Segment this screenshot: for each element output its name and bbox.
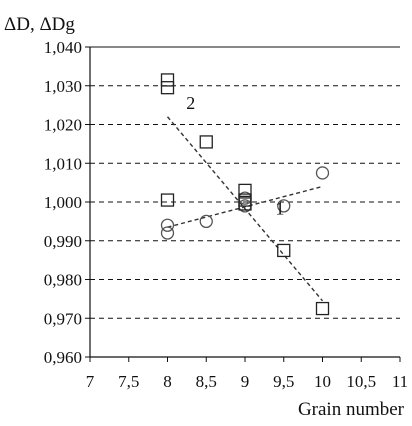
x-tick-label: 10: [314, 372, 331, 391]
y-axis-title: ΔD, ΔDg: [4, 14, 75, 35]
y-tick-label: 0,980: [44, 271, 82, 290]
y-tick-label: 1,000: [44, 193, 82, 212]
data-point-square: [315, 301, 330, 316]
data-point-circle: [277, 199, 291, 213]
y-tick-label: 1,020: [44, 116, 82, 135]
y-tick-label: 1,010: [44, 154, 82, 173]
data-point-square: [160, 81, 175, 95]
x-tick-label: 9,5: [273, 372, 294, 391]
data-point-circle: [160, 218, 175, 232]
data-points: [160, 73, 330, 316]
x-tick-label: 9: [241, 372, 250, 391]
x-tick-label: 7,5: [118, 372, 139, 391]
x-axis-title: Grain number: [298, 399, 405, 420]
data-point-square: [238, 183, 252, 198]
trendlines: [166, 116, 324, 302]
data-point-circle: [315, 166, 330, 180]
x-tick-label: 8: [163, 372, 172, 391]
data-point-square: [277, 243, 291, 258]
y-tick-label: 1,030: [44, 77, 82, 96]
series-labels: 12: [186, 93, 284, 219]
series-label-2: 2: [186, 93, 195, 113]
data-point-square: [199, 135, 213, 149]
data-point-circle: [160, 226, 175, 240]
data-point-square: [160, 193, 175, 207]
data-point-square: [160, 73, 175, 87]
trendline-series-1: [167, 185, 323, 228]
data-point-circle: [199, 214, 213, 229]
y-tick-label: 0,960: [44, 348, 82, 367]
trendline-series-2: [166, 116, 324, 302]
gridlines: [90, 85, 400, 319]
series-label-1: 1: [275, 198, 284, 218]
y-tick-label: 1,040: [44, 38, 82, 57]
axes: 0,960 0,970 0,980 0,990 1,000 1,010 1,020 1,030…: [44, 38, 408, 391]
x-tick-label: 11: [392, 372, 408, 391]
data-point-square: [238, 197, 252, 211]
x-tick-label: 8,5: [196, 372, 217, 391]
x-tick-label: 10,5: [346, 372, 376, 391]
y-tick-label: 0,990: [44, 232, 82, 251]
y-tick-label: 0,970: [44, 309, 82, 328]
x-tick-label: 7: [86, 372, 95, 391]
